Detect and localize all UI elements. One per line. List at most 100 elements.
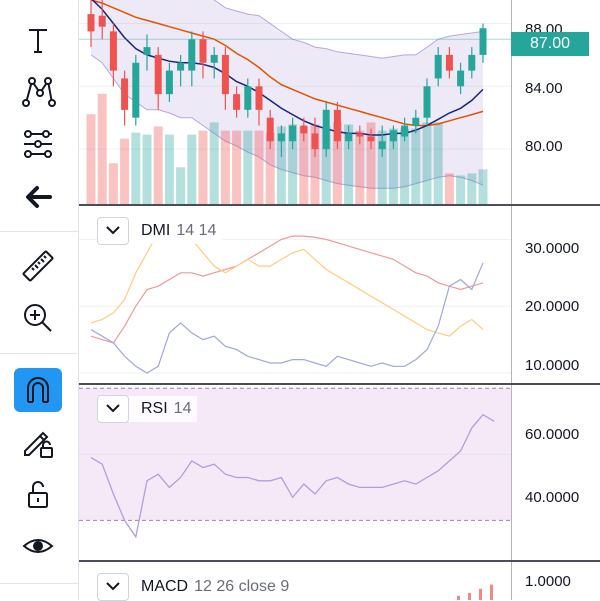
visibility-tool-button[interactable]	[14, 524, 62, 568]
rsi-collapse-button[interactable]	[97, 395, 129, 423]
volume-bar	[86, 114, 96, 204]
macd-name[interactable]: MACD	[141, 578, 189, 595]
volume-bar	[120, 138, 130, 204]
candle-body	[345, 133, 353, 142]
volume-bar	[444, 173, 454, 204]
macd-histogram-bar	[468, 593, 471, 600]
sliders-icon	[24, 130, 52, 158]
arrow-left-icon	[26, 186, 52, 208]
volume-bar	[108, 163, 118, 204]
candle-body	[266, 117, 274, 142]
pattern-tool-button[interactable]	[14, 69, 62, 113]
candle-body	[188, 39, 196, 71]
volume-bar	[265, 132, 275, 204]
pane-separator[interactable]	[79, 560, 600, 562]
candle-body	[277, 133, 285, 142]
dmi-params: 14 14	[176, 222, 217, 239]
candle-body	[154, 54, 162, 95]
volume-bar	[366, 122, 376, 204]
zoom-tool-button[interactable]	[14, 296, 62, 340]
price-axis	[511, 0, 512, 600]
candle-body	[121, 78, 129, 110]
candle-body	[445, 54, 453, 71]
dmi-collapse-button[interactable]	[97, 217, 129, 245]
candle-body	[199, 39, 207, 63]
rsi-legend: RSI 14	[97, 395, 198, 423]
volume-bar	[243, 130, 253, 204]
chevron-down-icon	[105, 400, 121, 418]
volume-bar	[288, 124, 298, 204]
chart-canvas[interactable]	[79, 0, 600, 600]
ruler-icon	[22, 250, 54, 282]
rsi-line	[90, 413, 495, 539]
rsi-axis-label: 40.0000	[525, 489, 580, 506]
price-axis-label: 80.00	[525, 138, 563, 155]
dmi-axis-label: 30.0000	[525, 240, 580, 257]
volume-bar	[321, 126, 331, 204]
lock-drawing-tool-button[interactable]	[14, 420, 62, 464]
volume-bar	[355, 130, 365, 204]
price-axis-label: 84.00	[525, 80, 563, 97]
last-price-tag: 87.00	[511, 32, 589, 56]
lock-tool-button[interactable]	[14, 472, 62, 516]
macd-axis-label: 1.0000	[525, 573, 571, 590]
candle-body	[244, 86, 252, 110]
forecast-tool-button[interactable]	[14, 122, 62, 166]
dmi-legend: DMI 14 14	[97, 217, 223, 245]
chevron-down-icon	[105, 578, 121, 596]
candle-body	[132, 62, 140, 118]
volume-bar	[344, 124, 354, 204]
macd-histogram-bar	[490, 584, 493, 600]
dmi-name[interactable]: DMI	[141, 222, 171, 239]
toolbar-separator	[0, 231, 78, 232]
toolbar-separator	[0, 583, 78, 584]
candle-body	[423, 86, 431, 118]
volume-bar	[276, 126, 286, 204]
candle-body	[255, 86, 263, 110]
rsi-axis-label: 60.0000	[525, 426, 580, 443]
candle-body	[98, 15, 106, 27]
dmi-series-line	[90, 262, 484, 374]
volume-bar	[299, 126, 309, 204]
pane-separator[interactable]	[79, 204, 600, 206]
macd-histogram-bar	[479, 588, 482, 600]
volume-bar	[400, 128, 410, 204]
volume-bar	[97, 93, 107, 204]
candle-body	[412, 117, 420, 126]
text-tool-button[interactable]	[14, 18, 62, 62]
zoom-in-icon	[24, 304, 52, 332]
volume-bar	[198, 130, 208, 204]
volume-bar	[232, 130, 242, 204]
drawing-toolbar	[0, 0, 79, 600]
magnet-tool-button[interactable]	[14, 368, 62, 412]
candle-body	[389, 130, 397, 142]
macd-histogram-bar	[457, 595, 460, 600]
band-lower-line	[90, 54, 484, 189]
candle-body	[468, 54, 476, 71]
candle-body	[221, 54, 229, 95]
candle-body	[143, 47, 151, 55]
unlock-icon	[28, 481, 48, 508]
dmi-series-line	[90, 235, 484, 344]
volume-bar	[478, 169, 488, 204]
volume-bar	[422, 122, 432, 204]
volume-bar	[131, 132, 141, 204]
volume-bar	[164, 134, 174, 204]
pane-separator[interactable]	[79, 383, 600, 385]
rsi-params: 14	[173, 400, 192, 417]
macd-legend: MACD 12 26 close 9	[97, 573, 296, 601]
back-tool-button[interactable]	[14, 175, 62, 219]
volume-bar	[220, 130, 230, 204]
candle-body	[289, 125, 297, 142]
volume-bar	[153, 126, 163, 204]
chevron-down-icon	[105, 222, 121, 240]
macd-collapse-button[interactable]	[97, 573, 129, 601]
chart-area[interactable]: 88.00 84.00 80.00 87.00 DMI 14 14 30.000…	[79, 0, 600, 601]
candle-body	[401, 125, 409, 137]
volume-bar	[411, 128, 421, 204]
volume-bar	[388, 128, 398, 204]
volume-bar	[254, 130, 264, 204]
dmi-axis-label: 20.0000	[525, 298, 580, 315]
ruler-tool-button[interactable]	[14, 244, 62, 288]
rsi-name[interactable]: RSI	[141, 400, 168, 417]
